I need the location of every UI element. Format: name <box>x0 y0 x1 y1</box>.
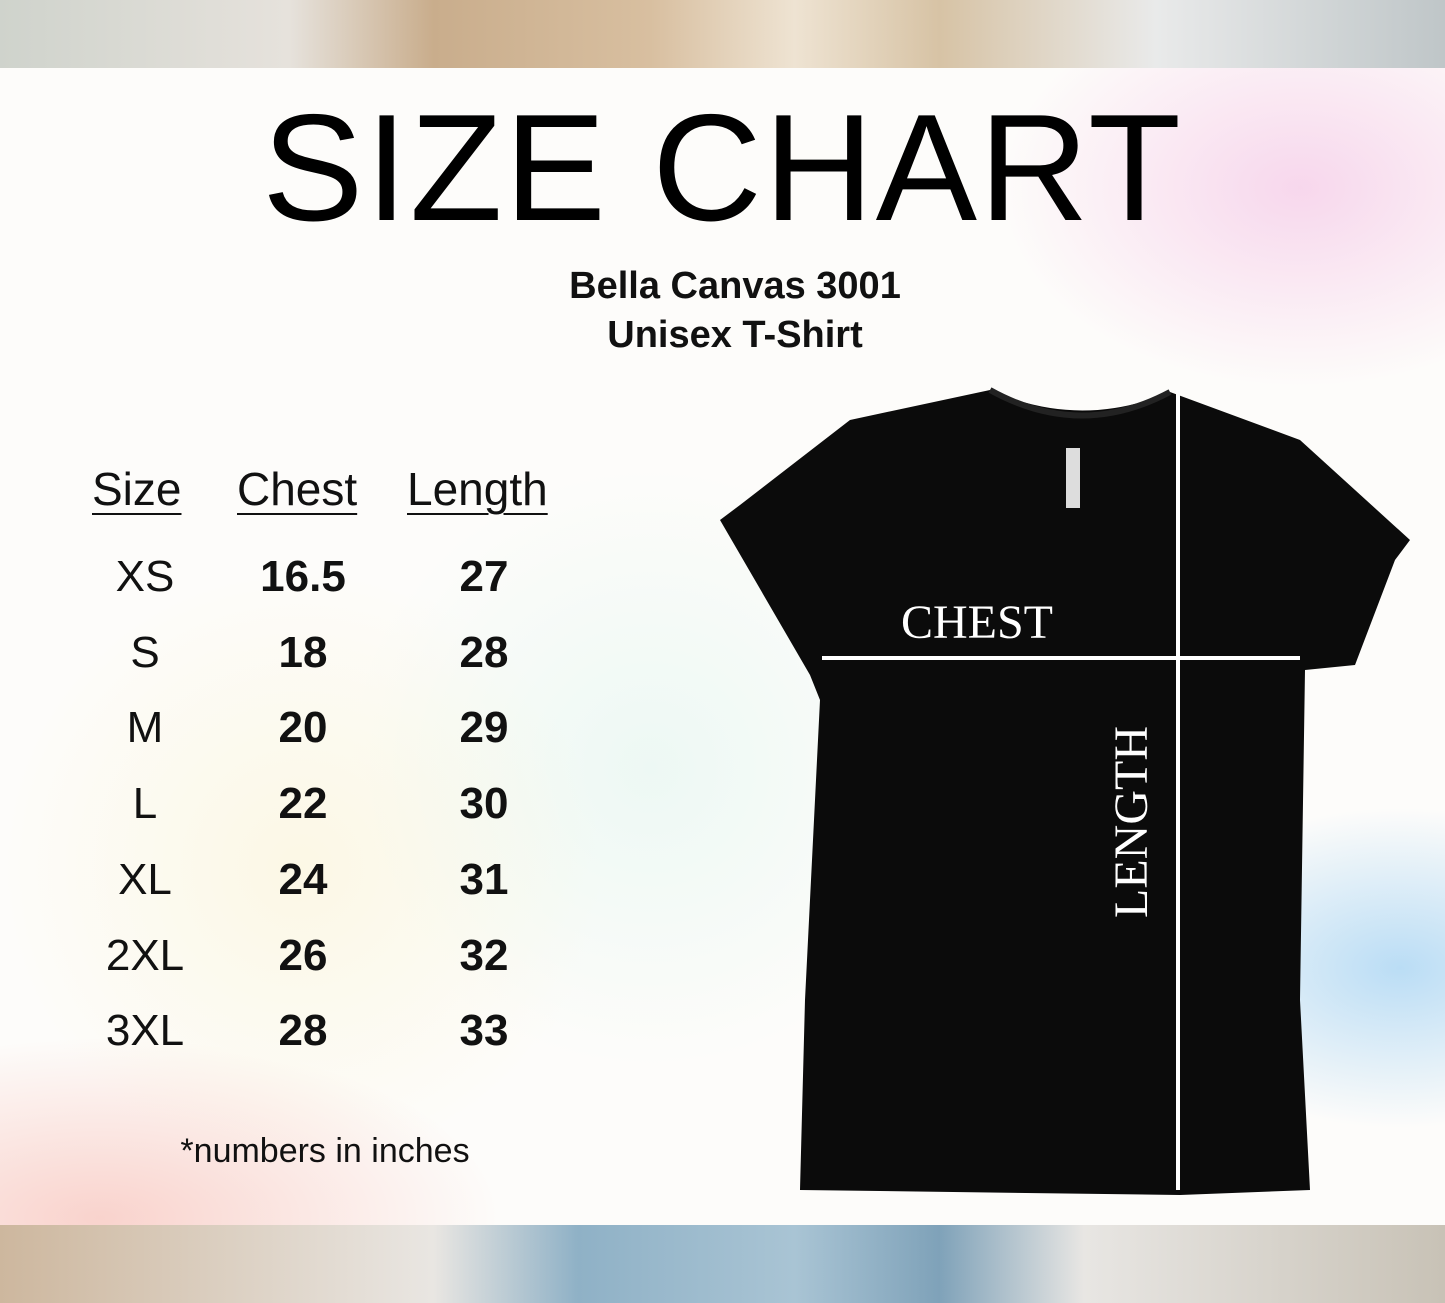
length-label: LENGTH <box>1105 726 1158 918</box>
tshirt-tag <box>1066 448 1080 508</box>
size-cell: 3XL <box>105 1006 185 1056</box>
chest-cell: 28 <box>278 1006 328 1056</box>
chest-cell: 18 <box>278 627 328 677</box>
background-photo-bottom <box>0 1225 1445 1303</box>
chest-cell: 26 <box>278 930 328 980</box>
page-title: SIZE CHART <box>262 83 1183 253</box>
product-type: Unisex T-Shirt <box>607 314 863 356</box>
length-cell: 27 <box>459 552 509 601</box>
chest-label: CHEST <box>901 596 1053 649</box>
size-cell: XL <box>118 854 172 904</box>
header-size: Size <box>92 463 182 515</box>
length-cell: 29 <box>459 703 509 753</box>
chest-cell: 22 <box>278 779 328 829</box>
length-cell: 30 <box>459 779 509 829</box>
size-cell: M <box>126 703 164 753</box>
chest-cell: 16.5 <box>260 552 346 601</box>
size-cell: S <box>130 627 160 677</box>
length-cell: 32 <box>459 930 509 980</box>
length-cell: 31 <box>459 854 509 904</box>
size-cell: XS <box>115 552 175 601</box>
length-cell: 33 <box>459 1006 509 1056</box>
background-photo-top <box>0 0 1445 68</box>
chest-cell: 24 <box>278 854 328 904</box>
units-note: *numbers in inches <box>180 1132 470 1170</box>
size-cell: L <box>132 779 158 829</box>
tshirt-shape <box>720 390 1410 1195</box>
product-name: Bella Canvas 3001 <box>569 265 901 307</box>
header-length: Length <box>407 463 548 515</box>
size-cell: 2XL <box>105 930 185 980</box>
header-chest: Chest <box>237 463 358 515</box>
chest-cell: 20 <box>278 703 328 753</box>
length-cell: 28 <box>459 627 509 677</box>
